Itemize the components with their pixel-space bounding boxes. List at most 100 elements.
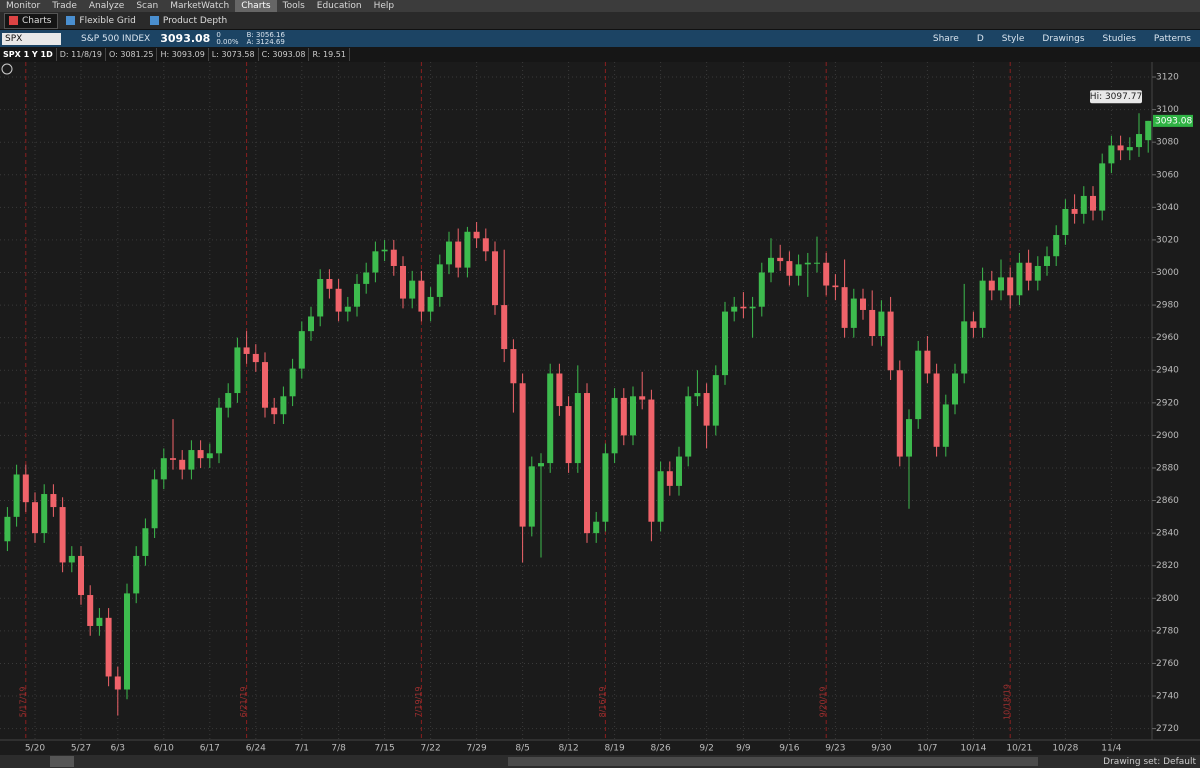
candle-body [501, 305, 508, 350]
tab-icon [9, 16, 18, 25]
toolbar-button[interactable]: Style [1001, 33, 1025, 44]
toolbar-button[interactable]: Patterns [1153, 33, 1191, 44]
candle-body [915, 350, 922, 420]
last-price-label: 3093.08 [1155, 116, 1192, 126]
menu-item[interactable]: MarketWatch [170, 1, 230, 11]
candle-body [814, 262, 820, 264]
tab-icon [66, 16, 76, 25]
menu-item[interactable]: Scan [136, 1, 159, 11]
y-tick-label: 2840 [1156, 529, 1179, 539]
x-tick-label: 7/15 [374, 744, 394, 754]
change-pct: 0.00% [216, 37, 239, 46]
candle-body [896, 370, 903, 457]
candle-body [666, 471, 673, 486]
candle-body [740, 306, 747, 309]
candle-body [252, 353, 259, 363]
tab[interactable]: Product Depth [146, 14, 233, 28]
x-tick-label: 10/14 [960, 744, 986, 754]
x-tick-label: 6/3 [111, 744, 125, 754]
last-price-box [1153, 114, 1193, 127]
toolbar-button[interactable]: D [976, 33, 984, 44]
x-tick-label: 9/23 [825, 744, 845, 754]
candle-body [998, 277, 1004, 291]
menu-item[interactable]: Help [373, 1, 395, 11]
status-bar: Drawing set: Default [0, 755, 1200, 768]
candle-body [1007, 277, 1014, 296]
candle-body [1126, 147, 1133, 151]
candle-body [1071, 208, 1078, 214]
candle-body [593, 521, 600, 534]
candle-body [170, 458, 176, 460]
tab-bar: Charts Flexible Grid Product Depth [0, 12, 1200, 30]
tab[interactable]: Flexible Grid [62, 14, 141, 28]
candle-body [464, 231, 471, 268]
x-tick-label: 5/27 [71, 744, 91, 754]
toolbar-button[interactable]: Studies [1102, 33, 1136, 44]
menu-item[interactable]: Trade [52, 1, 77, 11]
candle-body [372, 251, 379, 273]
candle-body [482, 238, 489, 252]
x-tick-label: 10/21 [1006, 744, 1032, 754]
candle-body [722, 311, 728, 376]
candle-body [473, 231, 480, 239]
candle-body [574, 393, 581, 464]
info-range: R: 19.51 [309, 48, 350, 61]
candle-body [436, 264, 443, 297]
ask: A: 3124.69 [246, 37, 285, 46]
candle-body [234, 347, 241, 394]
menu-item[interactable]: Charts [235, 0, 277, 12]
candle-body [1099, 163, 1106, 211]
y-tick-label: 2880 [1156, 463, 1179, 473]
x-tick-label: 8/5 [515, 744, 529, 754]
menu-item[interactable]: Tools [282, 1, 305, 11]
info-low: L: 3073.58 [209, 48, 259, 61]
menu-item[interactable]: Analyze [88, 1, 125, 11]
hi-label-box [1090, 90, 1142, 104]
candle-body [418, 280, 425, 312]
alert-icon[interactable] [1, 63, 13, 75]
candle-body [68, 555, 75, 563]
toolbar-button[interactable]: Drawings [1042, 33, 1085, 44]
candle-body [400, 265, 406, 299]
y-tick-label: 2980 [1156, 301, 1179, 311]
candle-body [41, 494, 48, 534]
change: 0 0.00% [216, 31, 239, 46]
candle-body [942, 404, 949, 447]
menu-item[interactable]: Education [316, 1, 362, 11]
candle-body [924, 350, 931, 374]
candle-body [32, 502, 38, 534]
x-tick-label: 7/1 [295, 744, 309, 754]
scroll-handle[interactable] [50, 756, 74, 767]
menu-item[interactable]: Monitor [6, 1, 41, 11]
x-tick-label: 7/22 [420, 744, 440, 754]
symbol-input[interactable]: SPX [2, 32, 61, 45]
candle-body [869, 309, 876, 337]
candle-body [1044, 256, 1050, 266]
bid-ask: B: 3056.16 A: 3124.69 [246, 31, 285, 46]
x-tick-label: 7/8 [331, 744, 346, 754]
y-tick-label: 3080 [1156, 138, 1179, 148]
candle-body [390, 249, 397, 266]
x-tick-label: 7/29 [466, 744, 486, 754]
candle-body [1062, 208, 1069, 236]
candle-body [363, 272, 370, 284]
candle-body [243, 347, 250, 354]
y-tick-label: 2860 [1156, 496, 1179, 506]
candle-body [151, 479, 158, 529]
candle-body [354, 283, 360, 307]
candle-body [160, 458, 167, 480]
y-tick-label: 2900 [1156, 431, 1179, 441]
scrollbar[interactable] [508, 757, 1038, 766]
tab[interactable]: Charts [4, 12, 59, 29]
candle-body [271, 407, 278, 415]
candle-body [280, 396, 287, 415]
candle-body [1053, 235, 1060, 257]
y-tick-label: 3040 [1156, 203, 1179, 213]
chart-title: SPX 1 Y 1D [0, 48, 57, 61]
expiration-label: 6/21/19 [239, 687, 248, 718]
y-tick-label: 2720 [1156, 724, 1179, 734]
drawing-set[interactable]: Drawing set: Default [1103, 756, 1196, 767]
candle-body [933, 373, 940, 447]
toolbar-button[interactable]: Share [932, 33, 959, 44]
